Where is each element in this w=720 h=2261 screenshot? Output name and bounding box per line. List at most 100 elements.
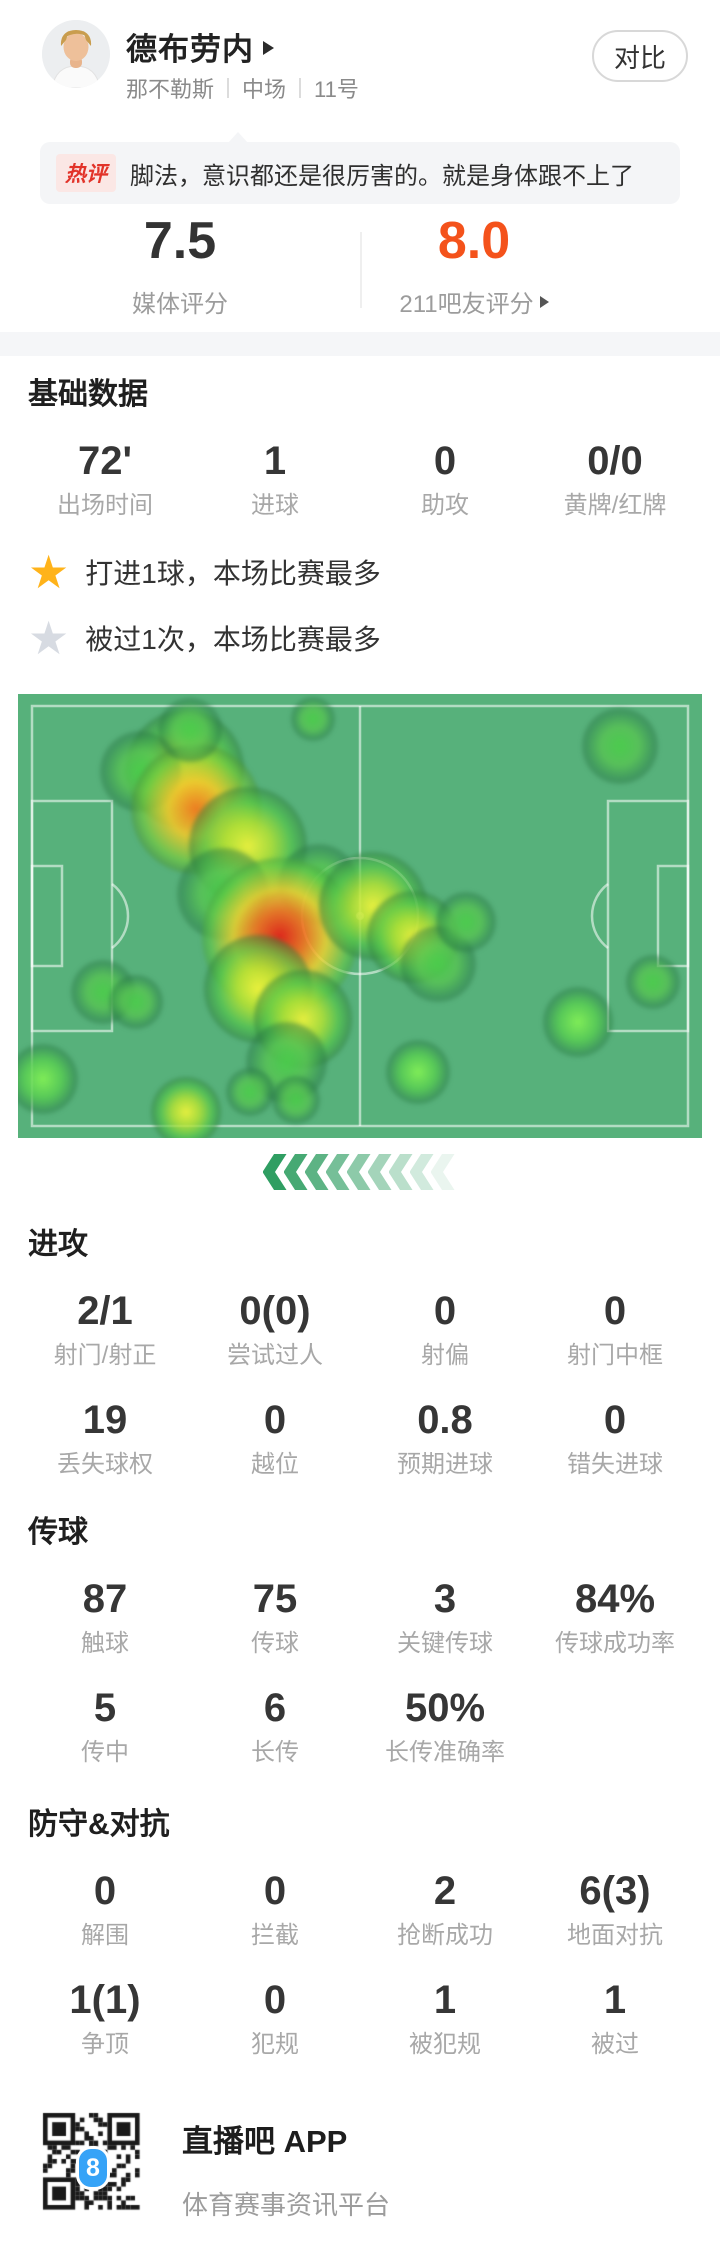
- stat-cell: 84% 传球成功率: [530, 1576, 700, 1659]
- stat-cell: 0 犯规: [190, 1977, 360, 2060]
- stat-cell: 0 越位: [190, 1397, 360, 1480]
- stat-label: 尝试过人: [227, 1342, 323, 1369]
- avatar-illustration: [42, 20, 110, 88]
- media-rating: 7.5 媒体评分: [0, 212, 360, 332]
- team-name: 那不勒斯: [126, 77, 215, 102]
- stat-cell: 0.8 预期进球: [360, 1397, 530, 1480]
- stat-value: 0: [603, 1398, 627, 1442]
- attack-direction-indicator: [0, 1152, 720, 1192]
- stat-label: 助攻: [421, 492, 469, 519]
- stat-label: 犯规: [251, 2031, 299, 2058]
- chevron-left-icon: [346, 1154, 371, 1190]
- chevron-left-icon: [430, 1154, 455, 1190]
- section-passing: 传球 87 触球 75 传球 3 关键传球 84% 传球成功率 5 传中 6 长传 50% 长传准确率: [0, 1516, 720, 1768]
- heat-blob-green: [225, 1067, 275, 1117]
- stat-label: 错失进球: [567, 1451, 663, 1478]
- touch-heatmap-field: [18, 694, 702, 1138]
- stat-value: 0.8: [417, 1398, 473, 1442]
- heat-blob-green: [436, 892, 496, 952]
- section-title: 传球: [28, 1516, 88, 1549]
- stat-row: 87 触球 75 传球 3 关键传球 84% 传球成功率: [0, 1576, 720, 1659]
- stat-value: 1(1): [69, 1978, 141, 2022]
- stat-value: 50%: [404, 1686, 486, 1730]
- stat-label: 关键传球: [397, 1630, 493, 1657]
- stat-label: 传球成功率: [555, 1630, 675, 1657]
- chevron-left-icon: [409, 1154, 434, 1190]
- stat-cell: 0 错失进球: [530, 1397, 700, 1480]
- stat-label: 解围: [81, 1922, 129, 1949]
- heat-blob-green-bright: [18, 1043, 79, 1115]
- star-icon: ★: [28, 612, 70, 664]
- stat-label: 射门中框: [567, 1342, 663, 1369]
- stat-label: 进球: [251, 492, 299, 519]
- stat-value: 84%: [574, 1577, 656, 1621]
- stat-cell: 72' 出场时间: [20, 438, 190, 521]
- stat-value: 75: [252, 1577, 298, 1621]
- fans-rating[interactable]: 8.0 211吧友评分: [294, 212, 654, 332]
- divider: [299, 78, 302, 98]
- compare-button[interactable]: 对比: [592, 30, 688, 82]
- stat-label: 传中: [81, 1739, 129, 1766]
- stat-value: 2/1: [77, 1289, 133, 1333]
- passing-stats-grid: 87 触球 75 传球 3 关键传球 84% 传球成功率 5 传中 6 长传 50% 长传准确率: [0, 1576, 720, 1768]
- hot-comment-bubble[interactable]: 热评 脚法，意识都还是很厉害的。就是身体跟不上了: [40, 132, 680, 204]
- stat-label: 争顶: [81, 2031, 129, 2058]
- stat-label: 传球: [251, 1630, 299, 1657]
- stat-label: 地面对抗: [567, 1922, 663, 1949]
- stat-row: 1(1) 争顶 0 犯规 1 被犯规 1 被过: [0, 1977, 720, 2060]
- compare-button-label: 对比: [613, 42, 666, 73]
- section-title: 进攻: [28, 1228, 88, 1261]
- vertical-divider: [360, 232, 362, 308]
- app-name: 直播吧 APP: [182, 2124, 348, 2159]
- stat-label: 抢断成功: [397, 1922, 493, 1949]
- stat-cell: 0 助攻: [360, 438, 530, 521]
- stat-cell: 0 解围: [20, 1868, 190, 1951]
- stat-cell: 1 被过: [530, 1977, 700, 2060]
- chevron-left-icon: [283, 1154, 308, 1190]
- stat-label: 出场时间: [57, 492, 153, 519]
- stat-value: 19: [82, 1398, 128, 1442]
- player-name-row[interactable]: 德布劳内: [126, 24, 274, 69]
- stat-row: 2/1 射门/射正 0(0) 尝试过人 0 射偏 0 射门中框: [0, 1288, 720, 1371]
- fans-rating-label: 211吧友评分: [399, 284, 549, 319]
- section-separator: [0, 332, 720, 356]
- stat-label: 黄牌/红牌: [563, 492, 667, 519]
- footer-text: 直播吧 APP 体育赛事资讯平台: [182, 2104, 390, 2222]
- heat-blob-green: [109, 975, 163, 1029]
- stat-value: 0(0): [239, 1289, 311, 1333]
- stat-row: 0 解围 0 拦截 2 抢断成功 6(3) 地面对抗: [0, 1868, 720, 1951]
- ratings-row: 7.5 媒体评分 8.0 211吧友评分: [0, 212, 720, 332]
- stat-value: 3: [433, 1577, 457, 1621]
- chevron-left-icon: [304, 1154, 329, 1190]
- chevron-left-icon: [388, 1154, 413, 1190]
- app-tagline: 体育赛事资讯平台: [182, 2190, 391, 2220]
- media-rating-value: 7.5: [143, 212, 217, 270]
- stat-value: 0: [433, 439, 457, 483]
- stat-label: 越位: [251, 1451, 299, 1478]
- avatar[interactable]: [42, 20, 110, 88]
- stat-cell: 3 关键传球: [360, 1576, 530, 1659]
- heat-blob-green: [626, 955, 680, 1009]
- heat-blob-green: [157, 697, 223, 763]
- media-rating-label: 媒体评分: [132, 291, 228, 318]
- heat-blob-green: [582, 708, 658, 784]
- more-arrow-icon: [539, 295, 549, 308]
- app-footer: 8 直播吧 APP 体育赛事资讯平台: [40, 2104, 390, 2222]
- chevron-left-icon: [367, 1154, 392, 1190]
- heat-blob-green: [291, 697, 335, 741]
- stat-label: 拦截: [251, 1922, 299, 1949]
- hot-comment-text: 脚法，意识都还是很厉害的。就是身体跟不上了: [130, 162, 634, 190]
- player-position: 中场: [242, 77, 287, 102]
- stat-label: 预期进球: [397, 1451, 493, 1478]
- app-logo-badge: 8: [76, 2146, 110, 2190]
- chevron-left-icon: [262, 1154, 287, 1190]
- expand-arrow-icon: [263, 41, 274, 55]
- stat-label: 射门/射正: [53, 1342, 157, 1369]
- heat-blob-green: [271, 1075, 321, 1125]
- stat-value: 0/0: [587, 439, 643, 483]
- stat-cell: 2 抢断成功: [360, 1868, 530, 1951]
- player-number: 11号: [314, 77, 359, 102]
- stat-row: 19 丢失球权 0 越位 0.8 预期进球 0 错失进球: [0, 1397, 720, 1480]
- heat-blob-yellow: [150, 1076, 222, 1138]
